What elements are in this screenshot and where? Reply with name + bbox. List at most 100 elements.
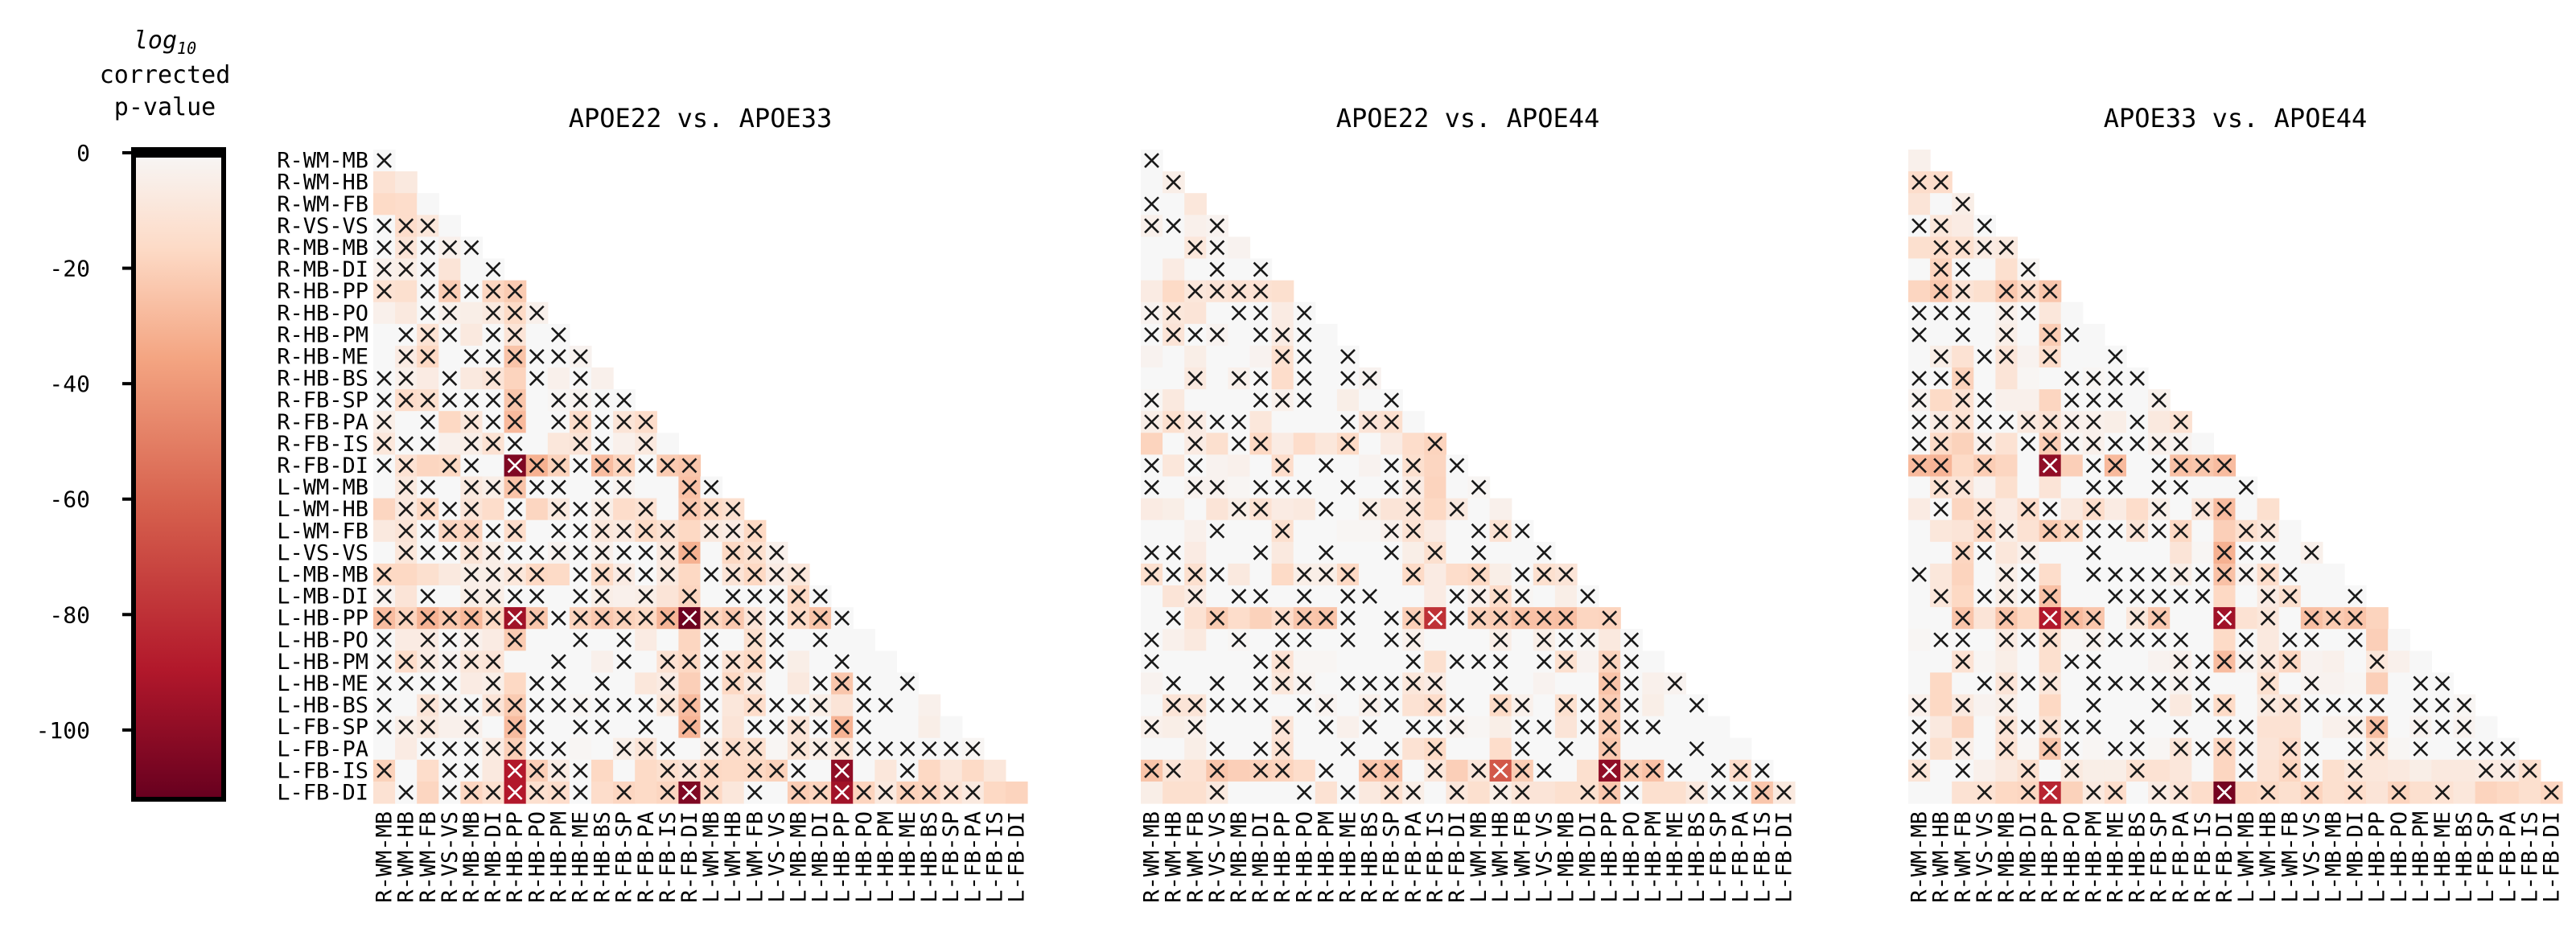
significance-mark (2282, 632, 2298, 648)
heatmap-cell (2126, 389, 2149, 412)
significance-mark (703, 610, 719, 626)
significance-mark (1732, 762, 1748, 778)
heatmap-cell (2039, 541, 2062, 564)
significance-mark (1253, 283, 1269, 299)
significance-mark (1384, 523, 1400, 539)
significance-mark (2020, 283, 2036, 299)
column-label: R-FB-DI (677, 811, 702, 903)
significance-mark (1384, 610, 1400, 626)
heatmap-cell (1206, 389, 1228, 412)
significance-mark (813, 741, 828, 757)
significance-mark (1998, 632, 2014, 648)
significance-mark (1602, 610, 1618, 626)
significance-mark (1427, 675, 1443, 692)
significance-mark (2348, 632, 2363, 648)
heatmap-cell (613, 585, 636, 608)
significance-mark (1911, 697, 1927, 713)
significance-mark (1558, 610, 1574, 626)
significance-mark (463, 610, 479, 626)
heatmap-cell (1336, 694, 1360, 717)
significance-mark (377, 589, 392, 604)
significance-mark (725, 544, 741, 560)
heatmap-cell (1930, 737, 1953, 761)
significance-mark (1405, 785, 1422, 800)
significance-mark (595, 610, 610, 626)
significance-mark (2326, 610, 2341, 626)
significance-mark (420, 523, 436, 539)
column-label: R-FB-SP (1380, 811, 1405, 903)
heatmap-cell (1184, 302, 1207, 325)
heatmap-panel: APOE33 vs. APOE44R-WM-MBR-WM-HBR-WM-FBR-… (1907, 103, 2565, 903)
significance-mark (1955, 544, 1971, 560)
significance-mark (1998, 610, 2014, 626)
heatmap-cell (2104, 694, 2127, 717)
significance-mark (2282, 567, 2298, 582)
heatmap-cell (1228, 716, 1251, 739)
heatmap-cell (1995, 759, 2018, 782)
significance-mark (1514, 567, 1530, 582)
significance-mark (1998, 719, 2014, 735)
significance-mark (442, 305, 458, 321)
significance-mark (1710, 762, 1726, 778)
significance-mark (1209, 610, 1225, 626)
significance-mark (377, 240, 392, 256)
heatmap-cell (1228, 541, 1251, 564)
significance-mark (1471, 544, 1487, 560)
heatmap-cell (2366, 781, 2389, 804)
column-label: L-MB-DI (2344, 811, 2368, 903)
column-label: R-HB-BS (591, 811, 615, 903)
heatmap-cell (2322, 716, 2345, 739)
column-label: L-HB-BS (1685, 811, 1710, 903)
heatmap-cell (1446, 476, 1469, 499)
significance-mark (1405, 654, 1422, 670)
heatmap-cell (438, 716, 461, 739)
heatmap-cell (1930, 389, 1953, 412)
heatmap-cell (1424, 629, 1446, 651)
significance-mark (1977, 589, 1993, 604)
heatmap-cell (1489, 716, 1512, 739)
significance-mark (1492, 523, 1508, 539)
heatmap-cell (1228, 651, 1251, 673)
significance-mark (377, 675, 392, 692)
heatmap-cell (591, 629, 614, 651)
heatmap-cell (1228, 323, 1251, 347)
heatmap-cell (2213, 672, 2237, 696)
heatmap-cell (1973, 302, 1996, 325)
heatmap-cell (1467, 672, 1491, 696)
significance-mark (1514, 523, 1530, 539)
significance-mark (2348, 697, 2363, 713)
significance-mark (420, 544, 436, 560)
column-label: R-WM-HB (394, 811, 419, 903)
heatmap-cell (613, 759, 636, 782)
significance-mark (595, 392, 610, 408)
heatmap-cell (1489, 498, 1512, 521)
heatmap-cell (2344, 651, 2367, 673)
heatmap-cell (2388, 672, 2410, 696)
significance-mark (1580, 632, 1595, 648)
significance-mark (2260, 785, 2276, 800)
significance-mark (2521, 762, 2537, 778)
heatmap-cell (1995, 389, 2018, 412)
significance-mark (529, 544, 545, 560)
heatmap-cell (1184, 737, 1207, 761)
significance-mark (725, 741, 741, 757)
significance-mark (398, 479, 414, 495)
heatmap-cell (1271, 781, 1294, 804)
significance-mark (420, 675, 436, 692)
heatmap-cell (373, 476, 396, 499)
column-label: R-WM-MB (1140, 811, 1165, 903)
heatmap-cell (2257, 737, 2280, 761)
significance-mark (1911, 174, 1927, 191)
heatmap-cell (1467, 781, 1491, 804)
heatmap-cell (2039, 694, 2062, 717)
significance-mark (420, 697, 436, 713)
significance-mark (1602, 654, 1618, 670)
heatmap-cell (1141, 498, 1163, 521)
significance-mark (550, 414, 566, 430)
column-label: L-HB-PP (830, 811, 855, 903)
heatmap-cell (1973, 367, 1996, 390)
heatmap-cell (547, 563, 570, 586)
significance-mark (485, 436, 501, 452)
heatmap-cell (678, 629, 702, 651)
significance-mark (550, 785, 566, 800)
